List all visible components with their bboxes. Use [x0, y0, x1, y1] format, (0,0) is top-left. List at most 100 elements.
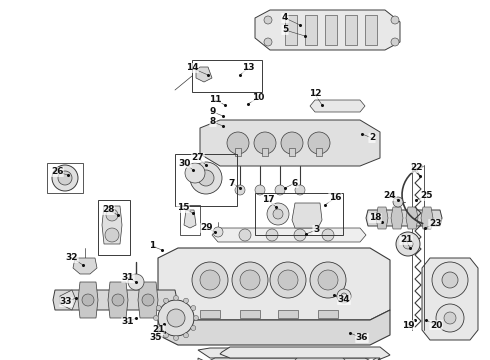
Bar	[235, 148, 241, 156]
Circle shape	[396, 232, 420, 256]
Bar	[175, 154, 237, 206]
Circle shape	[232, 262, 268, 298]
Text: 30: 30	[179, 158, 191, 167]
Polygon shape	[184, 210, 196, 228]
Polygon shape	[53, 290, 177, 310]
Polygon shape	[255, 10, 400, 50]
Circle shape	[281, 132, 303, 154]
Polygon shape	[102, 206, 122, 244]
Circle shape	[213, 227, 223, 237]
Text: 13: 13	[242, 63, 254, 72]
Text: 12: 12	[309, 90, 321, 99]
Polygon shape	[196, 67, 212, 82]
Circle shape	[310, 262, 346, 298]
Text: 5: 5	[282, 26, 288, 35]
Circle shape	[164, 298, 169, 303]
Text: 31: 31	[122, 318, 134, 327]
Circle shape	[183, 298, 189, 303]
Circle shape	[191, 325, 196, 330]
Text: 32: 32	[66, 253, 78, 262]
Circle shape	[436, 304, 464, 332]
Polygon shape	[305, 15, 317, 45]
Circle shape	[442, 272, 458, 288]
Circle shape	[105, 228, 119, 242]
Circle shape	[267, 203, 289, 225]
Circle shape	[173, 336, 178, 341]
Circle shape	[255, 185, 265, 195]
Circle shape	[142, 294, 154, 306]
Polygon shape	[422, 258, 478, 340]
Text: 6: 6	[292, 179, 298, 188]
Polygon shape	[158, 310, 390, 345]
Circle shape	[128, 274, 144, 290]
Text: 1: 1	[149, 242, 155, 251]
Text: 14: 14	[186, 63, 198, 72]
Text: 11: 11	[209, 95, 221, 104]
Circle shape	[239, 229, 251, 241]
Circle shape	[198, 170, 214, 186]
Text: 27: 27	[192, 153, 204, 162]
Circle shape	[227, 132, 249, 154]
Text: 33: 33	[60, 297, 72, 306]
Bar	[318, 310, 338, 318]
Text: 17: 17	[262, 195, 274, 204]
Text: 25: 25	[420, 192, 432, 201]
Polygon shape	[108, 282, 128, 318]
Text: 22: 22	[410, 163, 422, 172]
Circle shape	[273, 209, 283, 219]
Polygon shape	[198, 348, 380, 358]
Circle shape	[158, 300, 194, 336]
Text: 9: 9	[210, 108, 216, 117]
Text: 28: 28	[102, 206, 114, 215]
Polygon shape	[200, 120, 380, 166]
Circle shape	[164, 333, 169, 338]
Circle shape	[270, 262, 306, 298]
Bar	[316, 148, 322, 156]
Circle shape	[156, 325, 161, 330]
Circle shape	[391, 38, 399, 46]
Polygon shape	[366, 210, 442, 226]
Circle shape	[153, 315, 158, 320]
Text: 31: 31	[122, 274, 134, 283]
Circle shape	[183, 333, 189, 338]
Circle shape	[254, 132, 276, 154]
Text: 3: 3	[313, 225, 319, 234]
Circle shape	[266, 229, 278, 241]
Circle shape	[318, 270, 338, 290]
Circle shape	[278, 270, 298, 290]
Polygon shape	[158, 248, 390, 320]
Circle shape	[167, 309, 185, 327]
Text: 23: 23	[429, 220, 441, 229]
Text: 16: 16	[329, 194, 341, 202]
Polygon shape	[138, 282, 158, 318]
Circle shape	[192, 262, 228, 298]
Circle shape	[191, 306, 196, 310]
Bar	[192, 60, 262, 92]
Circle shape	[341, 293, 347, 299]
Polygon shape	[292, 203, 322, 228]
Polygon shape	[78, 282, 98, 318]
Circle shape	[391, 16, 399, 24]
Text: 18: 18	[369, 213, 381, 222]
Polygon shape	[220, 347, 390, 360]
Circle shape	[337, 289, 351, 303]
Polygon shape	[60, 290, 76, 310]
Circle shape	[194, 315, 198, 320]
Text: 2: 2	[369, 134, 375, 143]
Circle shape	[403, 239, 413, 249]
Bar	[180, 205, 200, 235]
Polygon shape	[295, 355, 345, 360]
Bar	[200, 310, 220, 318]
Circle shape	[52, 165, 78, 191]
Text: 7: 7	[229, 179, 235, 188]
Circle shape	[240, 270, 260, 290]
Polygon shape	[310, 100, 365, 112]
Text: 34: 34	[338, 296, 350, 305]
Circle shape	[308, 132, 330, 154]
Polygon shape	[285, 15, 297, 45]
Circle shape	[295, 185, 305, 195]
Text: 10: 10	[252, 94, 264, 103]
Circle shape	[58, 171, 72, 185]
Bar	[289, 148, 295, 156]
Text: 29: 29	[201, 224, 213, 233]
